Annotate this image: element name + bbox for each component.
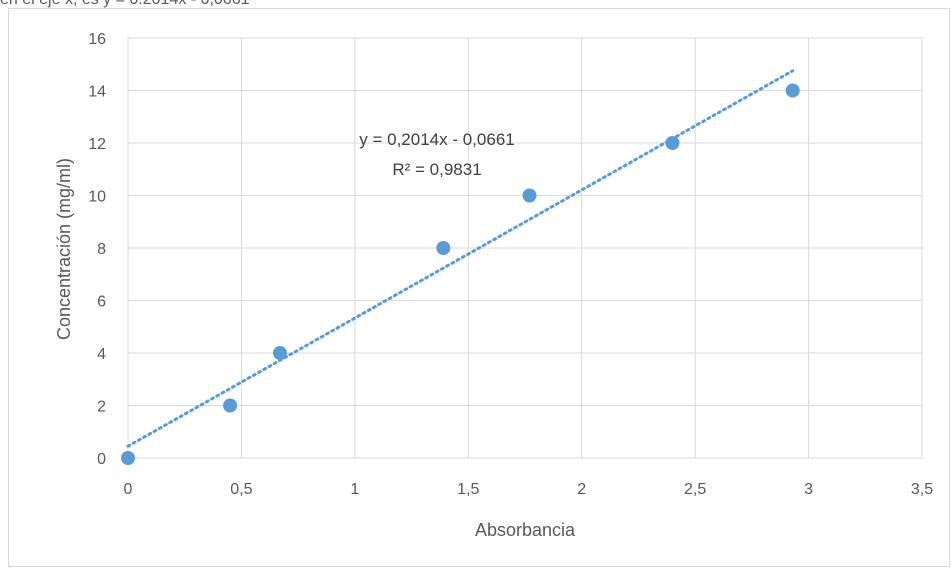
data-points: [121, 83, 800, 465]
y-tick-label: 4: [97, 346, 106, 363]
data-point: [436, 241, 451, 255]
x-tick-label: 1,5: [457, 481, 479, 498]
x-tick-label: 2,5: [684, 481, 706, 498]
trendline-r-squared: R² = 0,9831: [392, 160, 481, 179]
data-point: [272, 346, 287, 360]
gridlines: [127, 37, 923, 459]
data-point: [121, 451, 135, 465]
x-tick-label: 1: [350, 481, 359, 498]
x-tick-label: 0: [124, 481, 133, 498]
y-tick-label: 10: [88, 189, 106, 206]
trendline-equation: y = 0,2014x - 0,0661: [359, 130, 514, 149]
y-tick-label: 0: [97, 451, 106, 468]
y-tick-label: 14: [88, 84, 106, 101]
data-point: [522, 188, 537, 203]
data-point: [223, 398, 238, 413]
data-point: [665, 136, 680, 150]
y-tick-label: 16: [88, 31, 106, 48]
x-tick-labels: 0 0,5 1 1,5 2 2,5 3 3,5: [124, 481, 934, 498]
chart-area: [8, 8, 950, 567]
x-tick-label: 0,5: [230, 481, 252, 498]
y-tick-labels: 0 2 4 6 8 10 12 14 16: [88, 31, 106, 468]
x-tick-label: 2: [577, 481, 586, 498]
x-axis-title: Absorbancia: [475, 520, 576, 540]
data-point: [785, 83, 800, 98]
x-tick-label: 3: [804, 481, 813, 498]
top-caption-text: en el eje x, es y = 0.2014x - 0,0661: [0, 0, 250, 9]
y-axis-title: Concentración (mg/ml): [54, 158, 74, 340]
y-tick-label: 12: [88, 136, 106, 153]
x-tick-label: 3,5: [911, 481, 933, 498]
trendline-group: [126, 69, 795, 448]
trendline: [126, 69, 795, 448]
y-tick-label: 8: [97, 241, 106, 258]
y-tick-label: 6: [97, 294, 106, 311]
y-tick-label: 2: [97, 399, 106, 416]
